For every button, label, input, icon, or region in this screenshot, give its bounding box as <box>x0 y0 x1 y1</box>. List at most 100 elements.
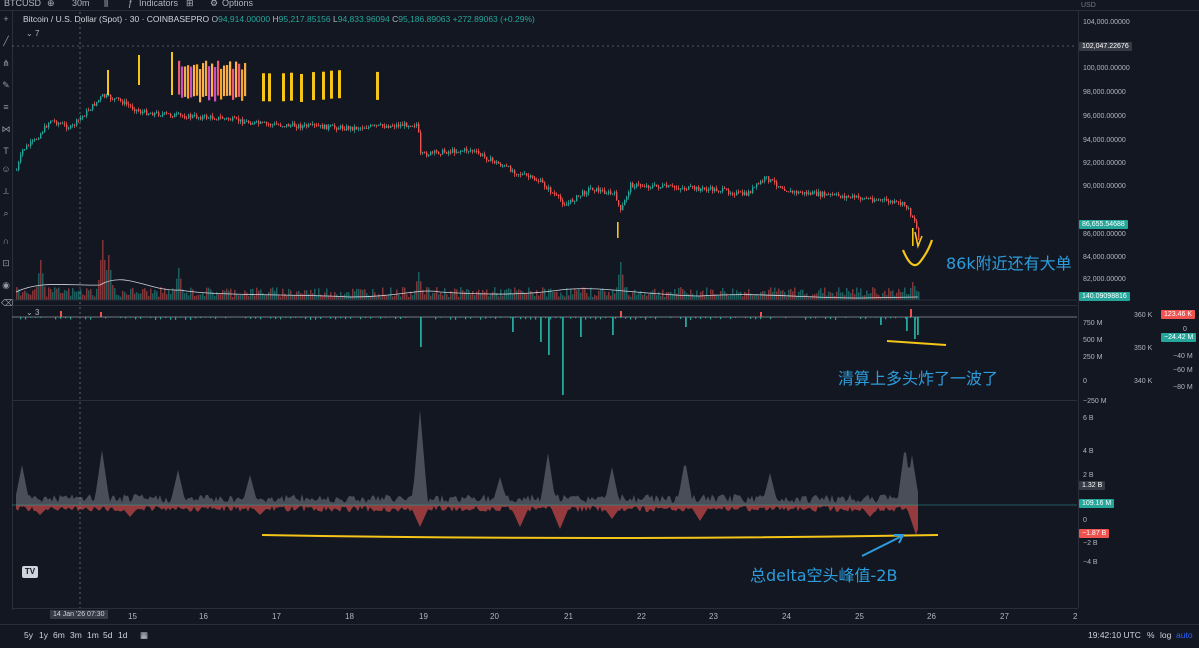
candle-body <box>430 152 431 155</box>
candle-body <box>350 127 351 130</box>
candle-body <box>918 228 919 240</box>
volume-bar <box>200 295 202 300</box>
range-1d[interactable]: 1d <box>118 630 127 640</box>
volume-bar <box>486 289 488 300</box>
candle-body <box>844 196 845 198</box>
candle-body <box>434 150 435 152</box>
liquidation-bar <box>615 317 616 319</box>
candle-body <box>244 122 245 124</box>
candle-body <box>730 193 731 194</box>
volume-bar <box>108 255 110 300</box>
range-5d[interactable]: 5d <box>103 630 112 640</box>
currency-label[interactable]: USD <box>1081 2 1096 9</box>
candle-body <box>792 191 793 193</box>
volume-bar <box>868 294 870 300</box>
date-axis[interactable]: 15 16 17 18 19 20 21 22 23 24 25 26 27 2… <box>12 608 1078 625</box>
candle-body <box>800 192 801 193</box>
candle-body <box>224 118 225 119</box>
candle-body <box>94 104 95 106</box>
volume-bar <box>230 289 232 300</box>
liquidation-bar <box>200 317 201 318</box>
liquidation-bar <box>914 317 916 339</box>
range-6m[interactable]: 6m <box>53 630 65 640</box>
annotation-liquidation: 清算上多头炸了一波了 <box>838 365 998 389</box>
candle-body <box>166 112 167 113</box>
volume-bar <box>544 289 546 300</box>
goto-date-icon[interactable]: ▦ <box>140 630 148 641</box>
volume-bar <box>764 291 766 300</box>
volume-bar <box>136 292 138 300</box>
candle-body <box>854 195 855 197</box>
candle-body <box>502 166 503 167</box>
volume-bar <box>104 260 106 300</box>
liquidation-bar <box>520 317 521 319</box>
candle-body <box>526 174 527 176</box>
whale-marker <box>241 69 243 100</box>
auto-toggle[interactable]: auto <box>1176 630 1193 640</box>
volume-bar <box>706 287 708 300</box>
tradingview-logo: TV <box>22 566 38 578</box>
range-1y[interactable]: 1y <box>39 630 48 640</box>
volume-bar <box>154 290 156 300</box>
candle-body <box>714 188 715 191</box>
percent-toggle[interactable]: % <box>1147 630 1155 640</box>
candle-body <box>424 152 425 153</box>
candle-body <box>554 193 555 195</box>
candle-body <box>200 117 201 119</box>
range-5y[interactable]: 5y <box>24 630 33 640</box>
candle-body <box>614 192 615 193</box>
candle-body <box>328 126 329 130</box>
candle-body <box>906 205 907 208</box>
range-3m[interactable]: 3m <box>70 630 82 640</box>
candle-body <box>302 126 303 128</box>
liquidation-bar <box>255 317 256 319</box>
volume-bar <box>140 293 142 300</box>
liquidation-bar <box>495 317 496 319</box>
volume-bar <box>840 292 842 300</box>
volume-bar <box>300 293 302 300</box>
candle-body <box>326 125 327 130</box>
liquidation-bar <box>550 317 551 319</box>
candle-body <box>650 188 651 189</box>
volume-bar <box>526 293 528 300</box>
liquidation-bar <box>695 317 696 318</box>
candle-body <box>518 174 519 175</box>
liquidation-bar <box>435 317 436 319</box>
candle-body <box>400 124 401 126</box>
range-1m[interactable]: 1m <box>87 630 99 640</box>
candle-body <box>102 94 103 96</box>
candle-body <box>608 191 609 193</box>
candle-body <box>746 192 747 195</box>
log-toggle[interactable]: log <box>1160 630 1171 640</box>
volume-bar <box>858 293 860 300</box>
volume-bar <box>910 288 912 300</box>
candle-body <box>130 105 131 106</box>
candle-body <box>866 198 867 199</box>
utc-clock[interactable]: 19:42:10 UTC <box>1088 630 1141 640</box>
candle-body <box>904 202 905 205</box>
price-axis[interactable]: USD 104,000.00000 102,047.22676 100,000.… <box>1078 10 1199 608</box>
candle-body <box>682 188 683 189</box>
candle-body <box>284 126 285 127</box>
liquidation-bar <box>135 317 136 319</box>
whale-marker <box>376 72 379 100</box>
liquidation-bar <box>585 317 586 320</box>
candle-body <box>834 194 835 195</box>
volume-bar <box>282 289 284 300</box>
candle-body <box>342 126 343 129</box>
volume-bar <box>34 289 36 300</box>
candle-body <box>762 181 763 182</box>
candle-body <box>832 194 833 195</box>
volume-bar <box>166 294 168 300</box>
volume-bar <box>580 293 582 300</box>
volume-bar <box>560 293 562 300</box>
volume-bar <box>58 288 60 300</box>
candle-body <box>766 176 767 177</box>
candle-body <box>504 165 505 166</box>
volume-bar <box>28 294 30 300</box>
volume-bar <box>132 288 134 300</box>
volume-bar <box>800 290 802 300</box>
candle-body <box>720 191 721 192</box>
volume-bar <box>762 291 764 300</box>
